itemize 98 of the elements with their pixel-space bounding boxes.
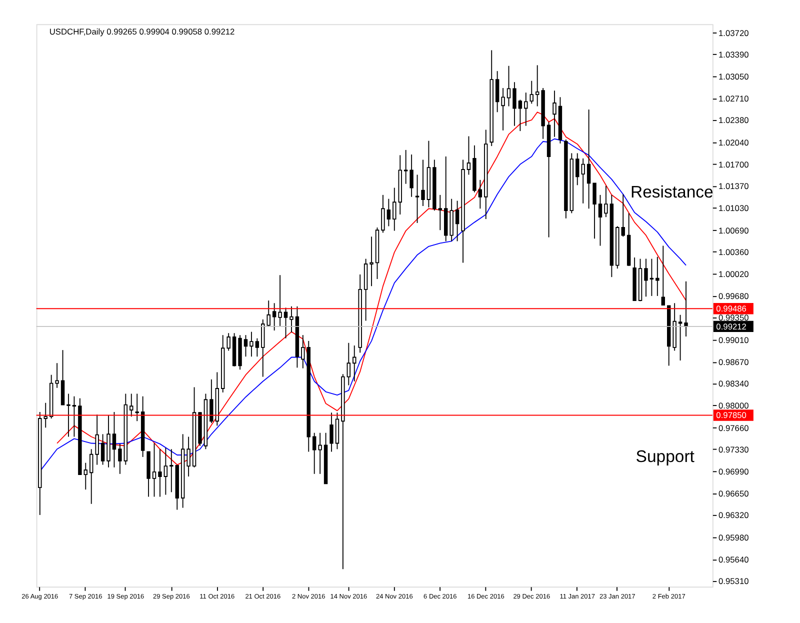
candlestick <box>621 194 625 238</box>
candlestick <box>278 274 282 326</box>
y-tick-label: 0.96990 <box>718 466 750 477</box>
y-tick-label: 0.97330 <box>718 444 750 454</box>
annotation: Support <box>636 446 695 466</box>
candlestick <box>330 412 334 452</box>
candlestick <box>89 448 94 504</box>
candlestick <box>352 345 356 382</box>
candlestick <box>164 447 168 496</box>
candlestick <box>684 280 688 337</box>
candlestick <box>656 256 660 296</box>
candlestick <box>410 154 414 198</box>
candlestick <box>661 245 665 306</box>
y-tick-label: 0.98340 <box>718 378 750 389</box>
candlestick <box>581 158 585 204</box>
candlestick <box>44 402 48 428</box>
candlestick <box>552 90 556 138</box>
candlestick <box>272 302 276 331</box>
candlestick <box>466 136 471 176</box>
candlestick <box>290 306 294 333</box>
candlestick <box>598 194 602 246</box>
y-tick-label: 0.97660 <box>718 422 750 433</box>
y-tick-label: 1.00020 <box>718 269 750 280</box>
y-tick-label: 1.02710 <box>718 94 750 104</box>
y-tick-label: 0.99350 <box>718 312 750 323</box>
candlestick <box>135 393 139 422</box>
candlestick <box>415 174 420 224</box>
candlestick <box>506 65 511 107</box>
candlestick <box>404 149 408 184</box>
candlestick <box>250 331 254 358</box>
candlestick <box>592 182 596 240</box>
candlestick <box>455 200 460 242</box>
candlestick <box>501 88 505 131</box>
candlestick <box>95 414 99 466</box>
candlestick <box>170 448 174 493</box>
candlestick <box>318 432 322 474</box>
candlestick <box>535 64 540 107</box>
y-tick-label: 1.01700 <box>718 160 750 170</box>
candlestick <box>284 307 288 339</box>
candlestick <box>186 436 190 477</box>
y-tick-label: 1.01030 <box>718 203 750 214</box>
candlestick <box>478 179 482 210</box>
candlestick <box>650 258 654 296</box>
ref-line-label: 0.99486 <box>716 303 747 314</box>
candlestick <box>576 152 580 186</box>
candlestick <box>392 187 396 232</box>
candlestick <box>586 109 591 210</box>
y-tick-label: 0.96650 <box>718 488 750 499</box>
y-tick-label: 1.03390 <box>718 49 750 60</box>
candlestick <box>130 393 134 418</box>
candlestick <box>84 462 88 490</box>
candlestick <box>152 442 156 498</box>
candlestick <box>55 362 59 388</box>
candlestick <box>370 236 374 287</box>
chart-title: USDCHF,Daily 0.99265 0.99904 0.99058 0.99212 <box>49 26 236 36</box>
candlestick <box>386 198 391 227</box>
candlestick <box>112 412 116 468</box>
y-tick-label: 0.99010 <box>718 334 750 345</box>
candlestick <box>226 332 230 352</box>
candlestick <box>604 185 608 218</box>
candlestick <box>644 258 648 298</box>
candlestick <box>301 334 305 369</box>
candlestick <box>512 82 516 126</box>
candlestick <box>312 432 316 474</box>
y-tick-label: 0.98000 <box>718 400 750 411</box>
y-tick-label: 1.02040 <box>718 137 750 148</box>
y-tick-label: 0.95980 <box>718 532 750 542</box>
y-tick-label: 1.00360 <box>718 246 750 257</box>
candlestick <box>438 194 442 231</box>
candlestick <box>118 443 122 474</box>
y-tick-label: 1.03050 <box>718 72 750 82</box>
y-tick-label: 1.02380 <box>718 115 750 126</box>
candlestick <box>210 378 214 424</box>
y-tick-label: 0.99680 <box>718 291 750 302</box>
candlestick <box>495 70 500 113</box>
y-tick-label: 1.00690 <box>718 225 750 236</box>
y-tick-label: 0.98670 <box>718 357 750 368</box>
candlestick <box>255 338 260 358</box>
candlestick <box>100 434 105 466</box>
candlestick <box>678 314 682 361</box>
y-tick-label: 0.95640 <box>718 554 750 565</box>
candlestick <box>381 194 385 234</box>
candlestick <box>66 393 70 438</box>
candlestick <box>72 396 76 438</box>
y-tick-label: 0.95310 <box>718 576 750 586</box>
candlestick <box>518 99 522 132</box>
annotation: Resistance <box>630 182 714 202</box>
y-tick-label: 1.03720 <box>718 28 750 38</box>
candlestick <box>158 448 162 498</box>
ref-line-label: 0.97850 <box>716 410 747 420</box>
candlestick <box>530 80 534 104</box>
ref-line-label: 0.99212 <box>716 321 747 332</box>
candlestick <box>244 334 248 358</box>
y-tick-label: 0.96320 <box>718 510 750 520</box>
candlestick <box>346 342 351 386</box>
y-tick-label: 1.01370 <box>718 181 750 192</box>
candlestick <box>524 92 528 126</box>
candlestick <box>421 159 425 206</box>
